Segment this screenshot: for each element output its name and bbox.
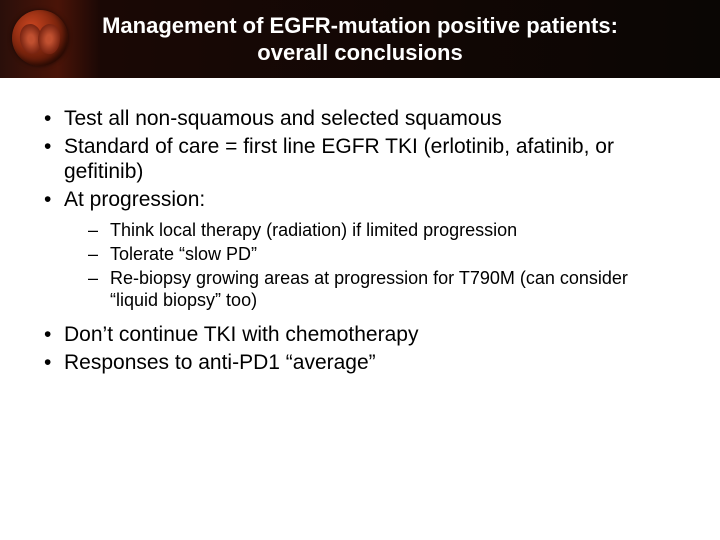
slide-header: Management of EGFR-mutation positive pat… (0, 0, 720, 78)
bullet-text: Responses to anti-PD1 “average” (64, 351, 376, 374)
bullet-text: At progression: (64, 188, 205, 211)
bullet-item: At progression: Think local therapy (rad… (40, 187, 680, 312)
bullet-text: Don’t continue TKI with chemotherapy (64, 323, 418, 346)
title-line-1: Management of EGFR-mutation positive pat… (102, 13, 618, 38)
bullet-item: Test all non-squamous and selected squam… (40, 106, 680, 132)
bullet-item: Responses to anti-PD1 “average” (40, 350, 680, 376)
bullet-item: Standard of care = first line EGFR TKI (… (40, 134, 680, 185)
sub-bullet-item: Re-biopsy growing areas at progression f… (64, 268, 680, 312)
sub-bullet-item: Tolerate “slow PD” (64, 244, 680, 266)
sub-bullet-list: Think local therapy (radiation) if limit… (64, 220, 680, 312)
lungs-logo-icon (12, 10, 68, 66)
bullet-text: Standard of care = first line EGFR TKI (… (64, 135, 614, 184)
slide-title: Management of EGFR-mutation positive pat… (0, 12, 720, 67)
bullet-text: Test all non-squamous and selected squam… (64, 107, 502, 130)
sub-bullet-item: Think local therapy (radiation) if limit… (64, 220, 680, 242)
sub-bullet-text: Re-biopsy growing areas at progression f… (110, 268, 628, 310)
sub-bullet-text: Think local therapy (radiation) if limit… (110, 220, 517, 240)
slide-body: Test all non-squamous and selected squam… (0, 78, 720, 375)
sub-bullet-text: Tolerate “slow PD” (110, 244, 257, 264)
title-line-2: overall conclusions (257, 40, 462, 65)
bullet-item: Don’t continue TKI with chemotherapy (40, 322, 680, 348)
main-bullet-list: Test all non-squamous and selected squam… (40, 106, 680, 375)
